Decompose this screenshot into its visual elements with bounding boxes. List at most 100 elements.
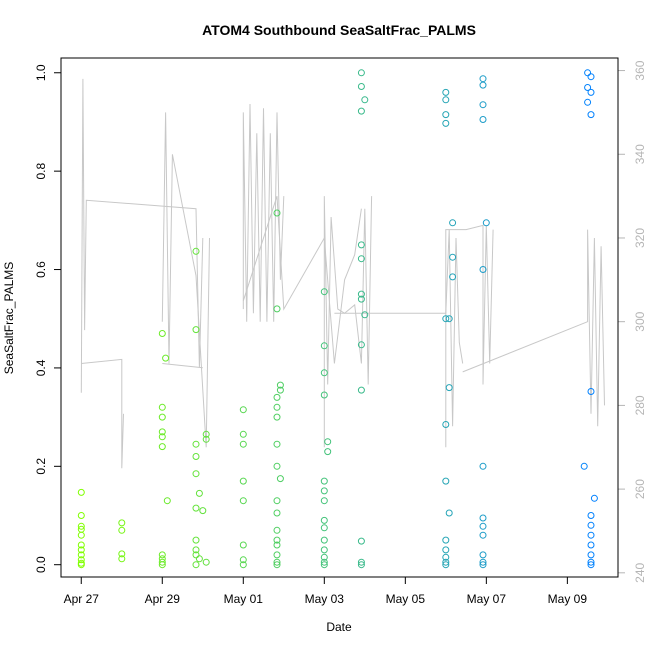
right-axis-line-1 [81, 358, 124, 469]
data-point-138 [590, 494, 598, 502]
data-point-41 [202, 558, 210, 566]
data-point-117 [479, 75, 487, 83]
data-point-124 [479, 514, 487, 522]
data-point-142 [587, 541, 595, 549]
data-point-96 [357, 537, 365, 545]
data-point-69 [320, 288, 328, 296]
data-point-19 [158, 428, 166, 436]
data-point-133 [587, 88, 595, 96]
data-point-8 [77, 556, 85, 564]
data-point-76 [320, 487, 328, 495]
data-point-84 [320, 561, 328, 569]
data-point-122 [479, 266, 487, 273]
data-point-53 [276, 381, 284, 389]
data-point-7 [77, 551, 85, 559]
y2-tick-label-2: 280 [633, 395, 647, 415]
y2-tick-label-1: 260 [633, 479, 647, 499]
data-point-30 [202, 435, 210, 443]
x-axis-label: Date [326, 620, 352, 634]
data-point-22 [163, 497, 171, 505]
data-point-114 [442, 553, 450, 561]
data-point-56 [273, 403, 281, 411]
data-point-38 [192, 546, 200, 554]
x-tick-label-1: Apr 29 [145, 592, 181, 606]
data-point-64 [273, 536, 281, 544]
data-point-97 [357, 558, 365, 566]
y2-tick-label-6: 360 [633, 60, 647, 80]
data-point-51 [273, 209, 281, 217]
y-tick-label-5: 1.0 [34, 64, 48, 81]
data-point-6 [77, 546, 85, 554]
right-axis-line-0 [80, 78, 204, 393]
data-points [77, 69, 598, 569]
data-point-78 [320, 516, 328, 524]
y-axis-label: SeaSaltFrac_PALMS [2, 262, 16, 375]
data-point-43 [239, 406, 247, 414]
data-point-79 [320, 524, 328, 532]
data-point-35 [192, 504, 200, 512]
data-point-1 [77, 512, 85, 519]
data-point-107 [445, 315, 453, 323]
data-point-125 [479, 522, 487, 530]
data-point-39 [192, 551, 200, 559]
data-point-143 [587, 551, 595, 559]
data-point-134 [584, 98, 592, 106]
data-point-33 [192, 470, 200, 478]
data-point-71 [320, 369, 328, 377]
data-point-10 [77, 561, 85, 569]
right-axis-line-2 [161, 112, 210, 448]
data-point-132 [584, 84, 592, 91]
data-point-11 [118, 519, 126, 527]
right-axis-line-9 [462, 229, 605, 427]
data-point-50 [239, 561, 247, 569]
x-tick-label-2: May 01 [224, 592, 264, 606]
right-axis-line-7 [334, 229, 464, 427]
data-point-60 [276, 475, 284, 483]
data-point-129 [479, 561, 487, 569]
data-point-28 [192, 326, 200, 334]
x-tick-label-3: May 03 [305, 592, 345, 606]
right-axis-line-8 [445, 224, 494, 448]
data-point-32 [192, 453, 200, 460]
data-point-98 [357, 561, 365, 569]
data-point-13 [118, 550, 126, 558]
plot-border [60, 57, 619, 578]
y-tick-label-4: 0.8 [34, 162, 48, 179]
data-point-4 [77, 531, 85, 539]
data-point-54 [276, 386, 284, 394]
data-point-120 [479, 116, 487, 123]
data-point-86 [357, 83, 365, 90]
data-point-80 [320, 536, 328, 544]
data-point-115 [442, 558, 450, 566]
data-point-123 [479, 462, 487, 470]
x-tick-label-5: May 07 [467, 592, 507, 606]
data-point-140 [587, 521, 595, 529]
y2-tick-label-3: 300 [633, 311, 647, 331]
y2-tick-label-4: 320 [633, 228, 647, 248]
data-point-16 [162, 354, 170, 362]
data-point-68 [273, 561, 281, 569]
data-point-12 [118, 526, 126, 534]
data-point-45 [239, 440, 247, 448]
data-point-29 [202, 430, 210, 438]
data-point-14 [118, 555, 126, 563]
data-point-106 [442, 315, 450, 323]
data-point-87 [361, 96, 369, 104]
data-point-90 [357, 255, 365, 263]
data-point-74 [324, 448, 332, 456]
y-tick-label-1: 0.2 [34, 458, 48, 475]
data-point-130 [584, 69, 592, 77]
data-point-103 [449, 219, 457, 227]
y2-tick-label-0: 240 [633, 562, 647, 582]
data-point-102 [442, 96, 450, 104]
data-point-37 [192, 536, 200, 544]
data-point-91 [357, 290, 365, 298]
data-point-5 [77, 541, 85, 549]
data-point-15 [158, 330, 166, 337]
axes: Apr 27 Apr 29 May 01 May 03 May 05 May 07 May … [34, 60, 647, 606]
data-point-36 [199, 507, 207, 515]
data-point-18 [158, 413, 166, 421]
data-point-85 [357, 69, 365, 77]
data-point-105 [449, 273, 457, 281]
data-point-89 [357, 241, 365, 249]
